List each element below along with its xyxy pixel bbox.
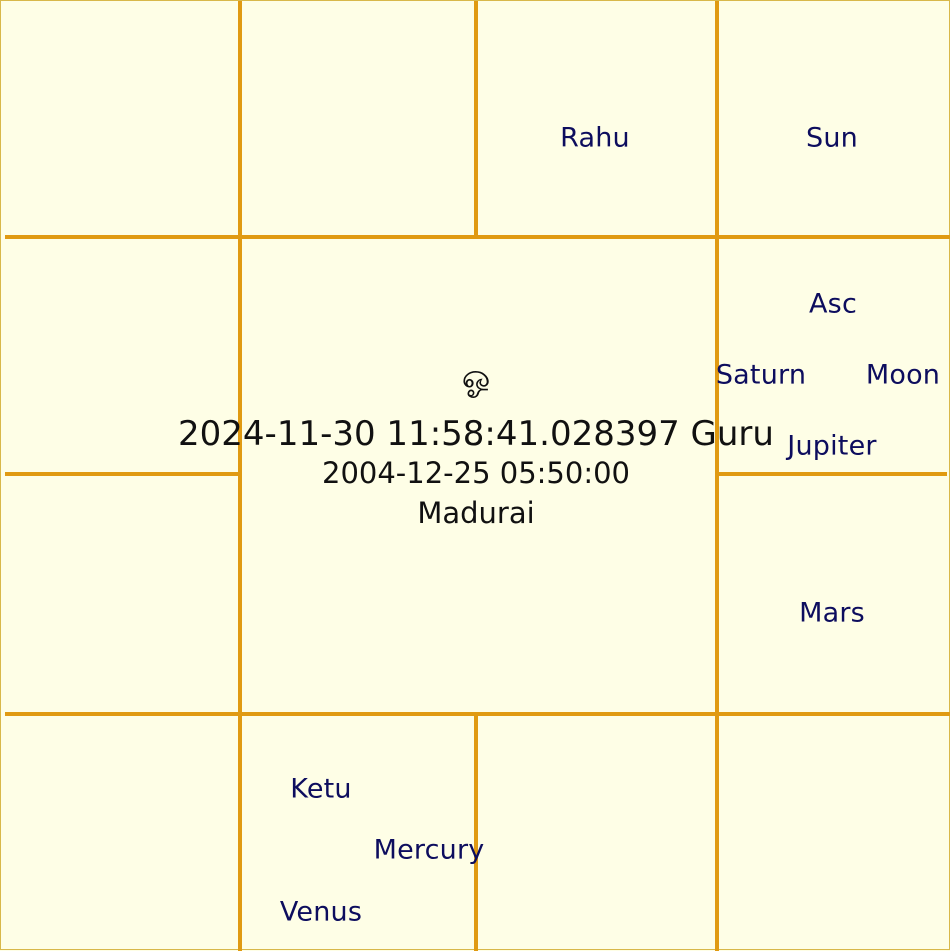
grid-line-h2-left — [5, 472, 239, 476]
planet-asc: Asc — [809, 288, 857, 320]
center-symbol: ஓ — [461, 357, 491, 397]
planet-sun: Sun — [806, 122, 858, 154]
grid-line-h3 — [5, 712, 950, 716]
grid-line-v3 — [715, 1, 719, 951]
grid-line-h1 — [5, 235, 950, 239]
planet-jupiter: Jupiter — [787, 430, 877, 462]
birth-place: Madurai — [417, 496, 535, 530]
planet-moon: Moon — [865, 359, 941, 391]
planet-saturn: Saturn — [715, 359, 807, 391]
planet-mars: Mars — [799, 597, 865, 629]
grid-line-h2-right — [717, 472, 947, 476]
planet-mercury: Mercury — [373, 834, 485, 866]
planet-rahu: Rahu — [560, 122, 630, 154]
chart-timestamp: 2024-11-30 11:58:41.028397 Guru — [178, 414, 774, 454]
grid-line-top-cells-v1 — [238, 1, 242, 951]
grid-line-bottom-v2 — [474, 714, 478, 951]
planet-venus: Venus — [279, 896, 363, 928]
birth-datetime: 2004-12-25 05:50:00 — [322, 456, 630, 490]
planet-ketu: Ketu — [290, 773, 352, 805]
grid-line-top-v2 — [474, 1, 478, 238]
